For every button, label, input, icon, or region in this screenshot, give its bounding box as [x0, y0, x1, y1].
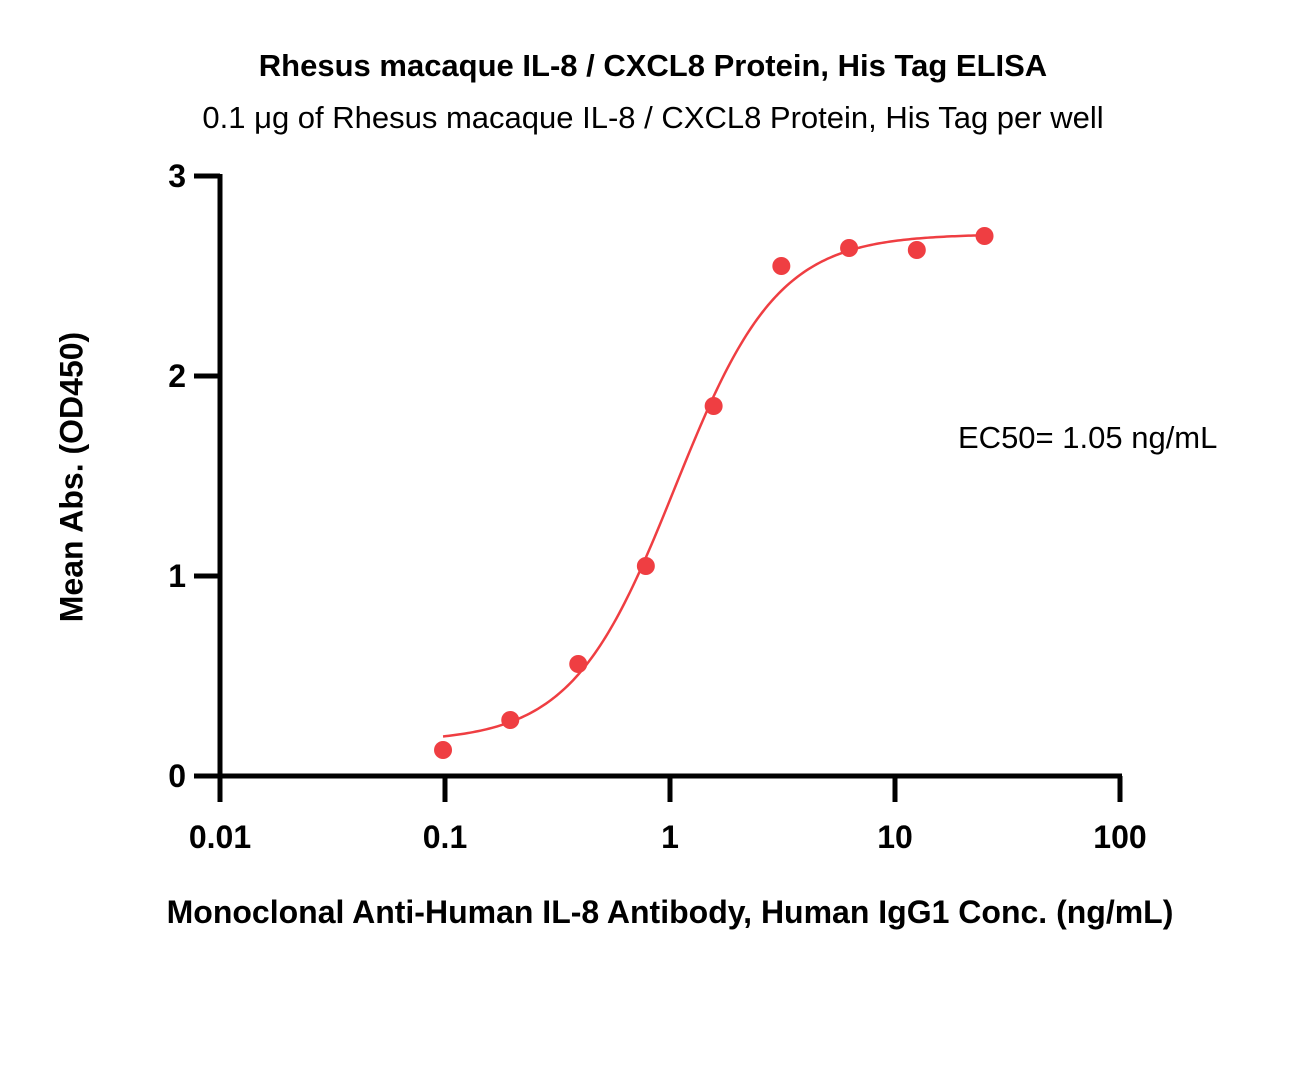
y-tick-label: 2: [168, 358, 186, 394]
data-point: [636, 557, 655, 575]
axes: 0 1 2 3 0.01 0.1 1 10 100: [168, 158, 1146, 855]
data-point: [501, 711, 520, 729]
x-tick-label: 0.1: [423, 819, 467, 855]
x-tick-label: 1: [661, 819, 679, 855]
fit-curve-layer: [442, 233, 985, 738]
data-point: [772, 257, 791, 275]
x-tick-label: 100: [1093, 819, 1146, 855]
data-point: [975, 227, 994, 245]
y-axis-label: Mean Abs. (OD450): [53, 331, 90, 623]
y-tick-label: 0: [168, 758, 186, 794]
x-tick-label: 10: [877, 819, 913, 855]
data-point: [704, 397, 723, 415]
y-tick-label: 1: [168, 558, 186, 594]
chart-title: Rhesus macaque IL-8 / CXCL8 Protein, His…: [258, 48, 1048, 83]
y-tick-label: 3: [168, 158, 186, 194]
data-point: [569, 655, 588, 673]
data-point: [907, 241, 926, 259]
fit-curve: [442, 233, 985, 738]
data-point: [840, 239, 859, 257]
chart-subtitle: 0.1 μg of Rhesus macaque IL-8 / CXCL8 Pr…: [202, 100, 1104, 135]
x-axis-label: Monoclonal Anti-Human IL-8 Antibody, Hum…: [166, 894, 1174, 930]
ec50-annotation: EC50= 1.05 ng/mL: [958, 420, 1218, 455]
x-tick-label: 0.01: [189, 819, 251, 855]
data-points-layer: [434, 227, 994, 759]
data-point: [434, 741, 453, 759]
